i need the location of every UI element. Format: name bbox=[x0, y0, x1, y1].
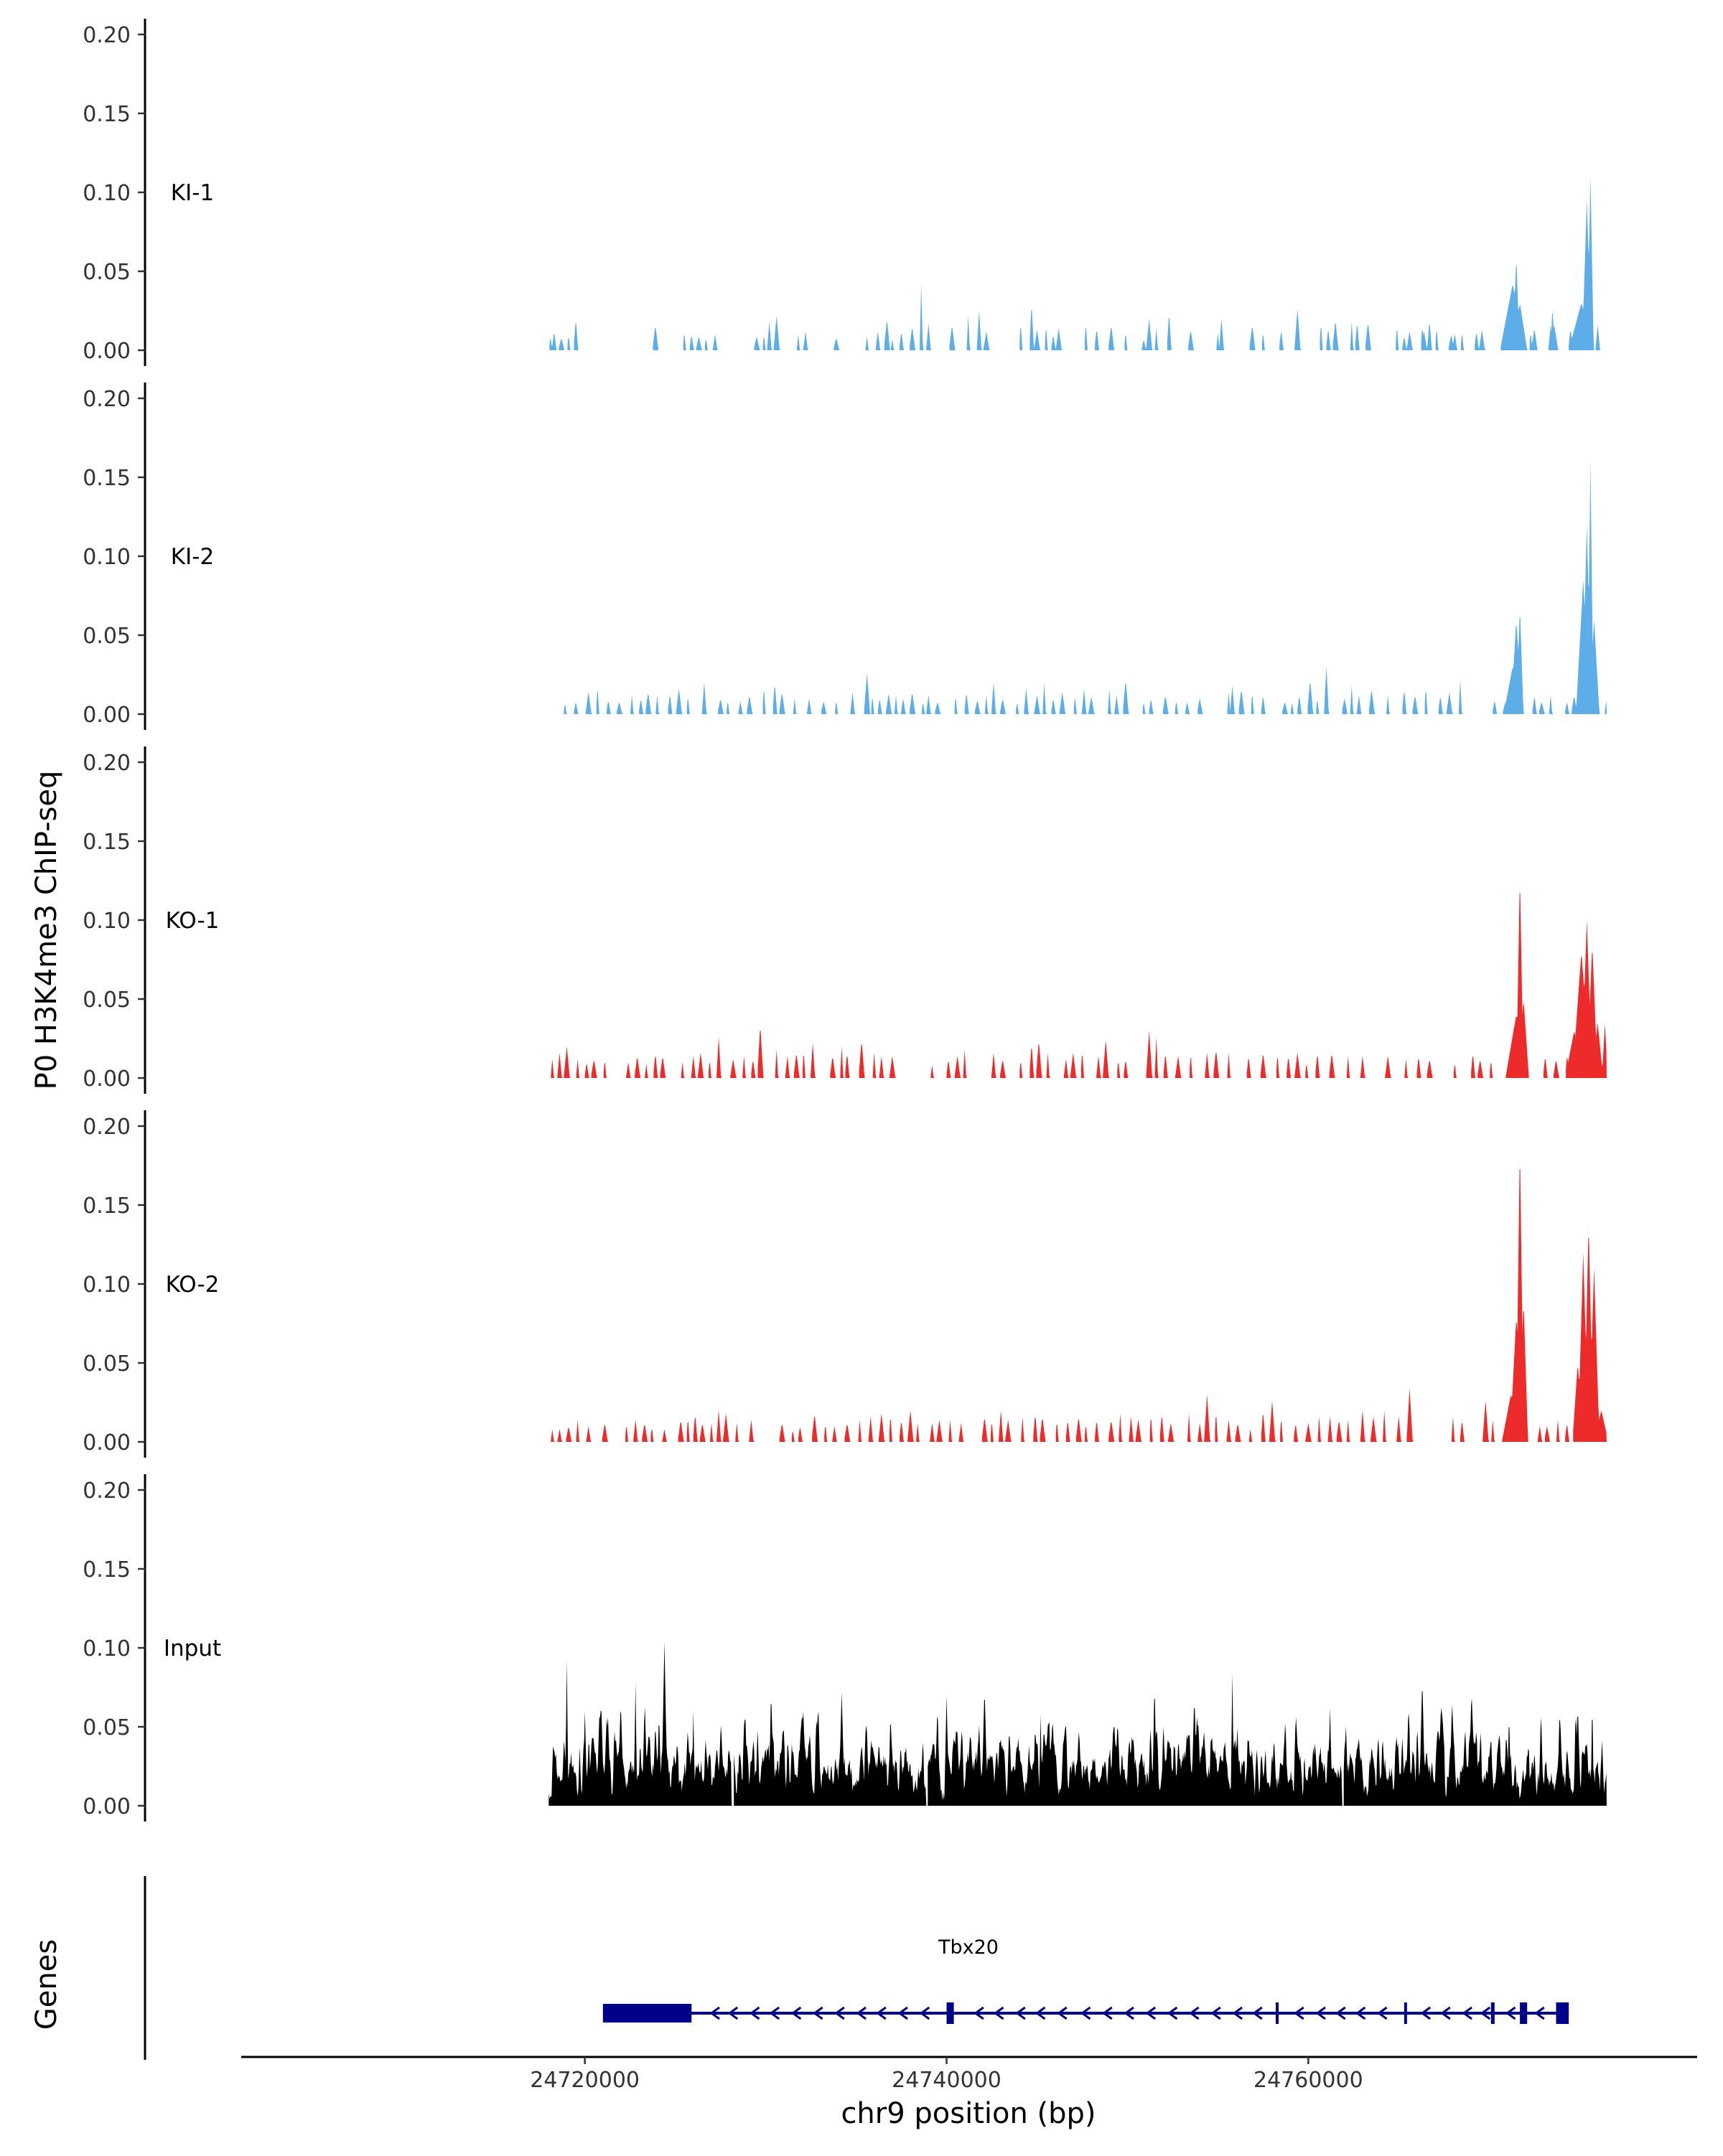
genes-track-title: Genes bbox=[30, 1939, 63, 2030]
strand-arrow bbox=[1505, 2006, 1516, 2020]
strand-arrow bbox=[1057, 2006, 1068, 2020]
y-tick-label: 0.10 bbox=[83, 909, 131, 934]
strand-arrow bbox=[749, 2006, 760, 2020]
x-axis: 24720000 24740000 24760000 bbox=[241, 2056, 1697, 2093]
strand-arrow bbox=[1440, 2006, 1451, 2020]
strand-arrow bbox=[1377, 2006, 1388, 2020]
gene-exon bbox=[1520, 2002, 1528, 2024]
y-tick-label: 0.00 bbox=[83, 1430, 131, 1456]
strand-arrow bbox=[897, 2006, 908, 2020]
track-label: KI-2 bbox=[171, 544, 214, 570]
y-tick-label: 0.15 bbox=[83, 1194, 131, 1219]
x-tick-label: 24740000 bbox=[892, 2068, 1001, 2093]
y-tick-label: 0.05 bbox=[83, 260, 131, 285]
strand-arrow bbox=[834, 2006, 845, 2020]
y-tick-label: 0.10 bbox=[83, 1636, 131, 1661]
gene-exon bbox=[1276, 2002, 1279, 2024]
strand-arrow bbox=[1355, 2006, 1366, 2020]
strand-arrow bbox=[1080, 2006, 1091, 2020]
strand-arrow bbox=[1294, 2006, 1304, 2020]
track-panel-input: 0.00 0.05 0.10 0.15 0.20 Input bbox=[83, 1474, 1607, 1822]
strand-arrow bbox=[1167, 2006, 1178, 2020]
strand-arrow bbox=[876, 2006, 887, 2020]
coverage-area bbox=[548, 1641, 1607, 1806]
strand-arrow bbox=[1015, 2006, 1026, 2020]
strand-arrow bbox=[709, 2006, 720, 2020]
y-tick-label: 0.10 bbox=[83, 181, 131, 206]
y-tick-label: 0.00 bbox=[83, 1794, 131, 1819]
y-tick-label: 0.15 bbox=[83, 1557, 131, 1583]
y-tick-label: 0.00 bbox=[83, 339, 131, 364]
gene-exon bbox=[1404, 2002, 1407, 2024]
coverage-area bbox=[549, 177, 1601, 350]
y-tick-label: 0.20 bbox=[83, 751, 131, 776]
strand-arrow bbox=[727, 2006, 739, 2020]
y-tick-label: 0.10 bbox=[83, 1272, 131, 1298]
track-panel-ki-2: 0.00 0.05 0.10 0.15 0.20 KI-2 bbox=[83, 383, 1607, 730]
strand-arrow bbox=[1534, 2006, 1545, 2020]
strand-arrow bbox=[769, 2006, 780, 2020]
y-tick-label: 0.00 bbox=[83, 703, 131, 728]
y-tick-label: 0.05 bbox=[83, 1351, 131, 1377]
x-tick-label: 24760000 bbox=[1253, 2068, 1363, 2093]
gene-track bbox=[144, 1876, 1569, 2060]
y-tick-label: 0.05 bbox=[83, 1715, 131, 1740]
y-tick-label: 0.20 bbox=[83, 1115, 131, 1140]
gene-exon bbox=[946, 2002, 954, 2024]
strand-arrow bbox=[1315, 2006, 1326, 2020]
track-label: KO-2 bbox=[166, 1272, 220, 1298]
strand-arrow bbox=[1189, 2006, 1200, 2020]
y-tick-label: 0.15 bbox=[83, 466, 131, 491]
gene-exon bbox=[1490, 2002, 1495, 2024]
coverage-area bbox=[551, 893, 1607, 1078]
y-tick-label: 0.20 bbox=[83, 23, 131, 48]
strand-arrow bbox=[1102, 2006, 1113, 2020]
y-tick-label: 0.15 bbox=[83, 102, 131, 127]
strand-arrow bbox=[1145, 2006, 1157, 2020]
strand-arrow bbox=[994, 2006, 1004, 2020]
track-label: KI-1 bbox=[171, 180, 214, 206]
y-axis-title: P0 H3K4me3 ChIP-seq bbox=[30, 771, 63, 1090]
track-panel-ko-1: 0.00 0.05 0.10 0.15 0.20 KO-1 bbox=[83, 746, 1607, 1094]
strand-arrow bbox=[1462, 2006, 1472, 2020]
gene-exon bbox=[602, 2004, 692, 2023]
x-tick-label: 24720000 bbox=[530, 2068, 640, 2093]
y-tick-label: 0.00 bbox=[83, 1067, 131, 1092]
strand-arrow bbox=[1420, 2006, 1431, 2020]
strand-arrow bbox=[919, 2006, 930, 2020]
strand-arrow bbox=[813, 2006, 823, 2020]
gene-exon bbox=[1556, 2002, 1569, 2024]
y-tick-label: 0.20 bbox=[83, 387, 131, 412]
coverage-area bbox=[564, 461, 1607, 714]
strand-arrow bbox=[1480, 2006, 1491, 2020]
x-axis-title: chr9 position (bp) bbox=[841, 2097, 1096, 2130]
coverage-area bbox=[551, 1169, 1607, 1442]
y-tick-label: 0.15 bbox=[83, 830, 131, 855]
y-tick-label: 0.20 bbox=[83, 1478, 131, 1504]
strand-arrow bbox=[1035, 2006, 1046, 2020]
track-label: KO-1 bbox=[166, 908, 220, 934]
strand-arrow bbox=[1210, 2006, 1221, 2020]
strand-arrow bbox=[856, 2006, 867, 2020]
strand-arrow bbox=[790, 2006, 802, 2020]
strand-arrow bbox=[1335, 2006, 1346, 2020]
track-panel-ko-2: 0.00 0.05 0.10 0.15 0.20 KO-2 bbox=[83, 1110, 1607, 1458]
strand-arrow bbox=[1252, 2006, 1263, 2020]
y-tick-label: 0.10 bbox=[83, 545, 131, 570]
track-label: Input bbox=[164, 1636, 221, 1661]
strand-arrow bbox=[973, 2006, 984, 2020]
track-panel-ki-1: 0.00 0.05 0.10 0.15 0.20 KI-1 bbox=[83, 19, 1601, 366]
y-tick-label: 0.05 bbox=[83, 988, 131, 1013]
strand-arrow bbox=[1124, 2006, 1134, 2020]
y-tick-label: 0.05 bbox=[83, 624, 131, 649]
gene-name-label: Tbx20 bbox=[938, 1936, 999, 1959]
strand-arrow bbox=[1232, 2006, 1243, 2020]
